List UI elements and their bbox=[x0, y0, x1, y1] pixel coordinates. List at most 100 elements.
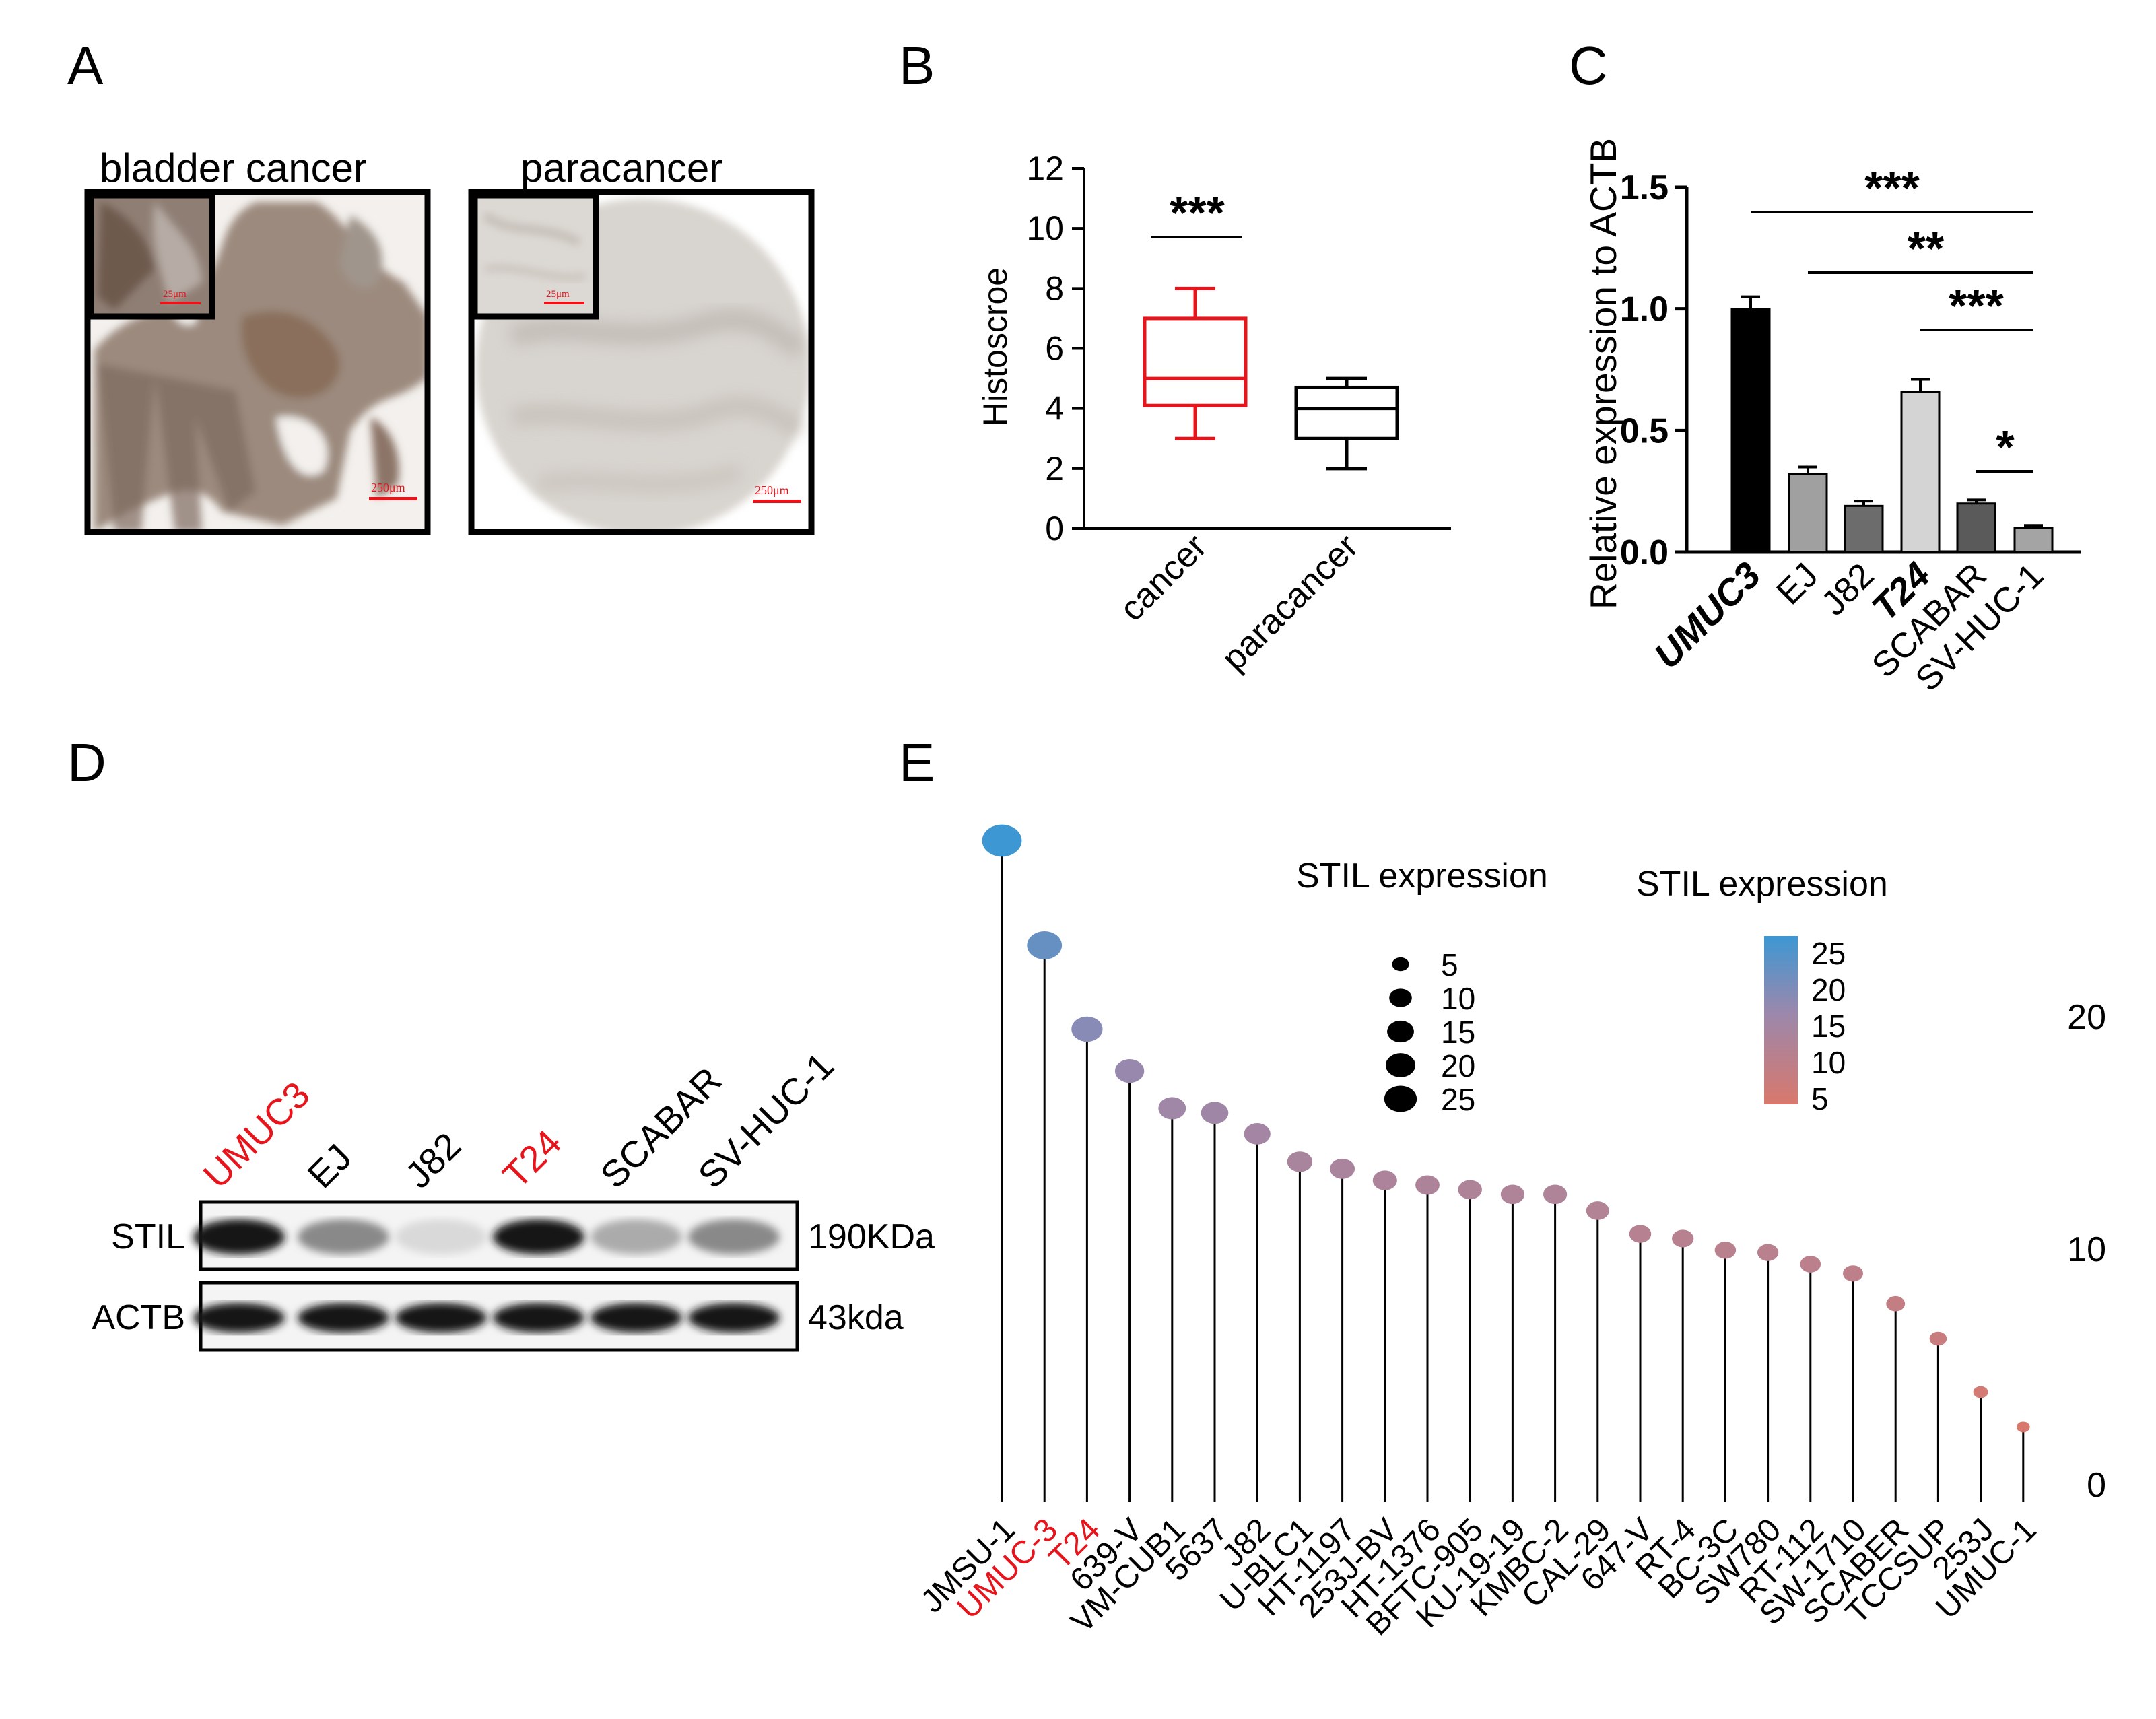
barchart-y-tick-label: 0.0 bbox=[1620, 533, 1669, 572]
lollipop-dot-bc-3c bbox=[1714, 1241, 1737, 1259]
bar-scabar bbox=[1956, 502, 1996, 553]
significance-label: *** bbox=[1864, 162, 1920, 214]
blot-lane-label: UMUC3 bbox=[195, 1073, 318, 1196]
blot-band bbox=[395, 1219, 487, 1254]
panel-label-a: A bbox=[67, 36, 104, 96]
barchart-y-tick-label: 1.0 bbox=[1620, 290, 1669, 329]
color-legend-label: 10 bbox=[1811, 1045, 1846, 1080]
blot-row-size: 190KDa bbox=[808, 1217, 935, 1256]
lollipop-dot-kmbc-2 bbox=[1543, 1184, 1568, 1205]
lollipop-dot-253j bbox=[1973, 1386, 1988, 1398]
lollipop-dot-bftc-905 bbox=[1458, 1180, 1482, 1200]
bar-ej bbox=[1788, 473, 1828, 553]
lollipop-dot-vm-cub1 bbox=[1158, 1097, 1186, 1120]
blot-band bbox=[688, 1219, 780, 1254]
blot-row-label: STIL bbox=[111, 1217, 185, 1256]
size-legend-dot bbox=[1387, 1020, 1414, 1043]
significance-label: *** bbox=[1170, 187, 1225, 239]
boxplot-category-label: paracancer bbox=[1215, 527, 1366, 678]
blot-row-label: ACTB bbox=[92, 1298, 185, 1337]
lollipop-y-tick-label: 10 bbox=[2067, 1230, 2106, 1269]
barchart-category-label: J82 bbox=[1814, 555, 1881, 623]
lollipop-dot-u-blc1 bbox=[1287, 1151, 1313, 1172]
blot-band bbox=[193, 1219, 285, 1254]
lollipop-dot-umuc-3 bbox=[1027, 931, 1063, 959]
panel-label-b: B bbox=[899, 36, 935, 96]
significance-label: * bbox=[1996, 421, 2015, 473]
blot-row-stil: STIL 190KDa bbox=[111, 1200, 935, 1271]
boxplot-y-tick-label: 10 bbox=[1026, 209, 1064, 247]
size-legend-dot bbox=[1392, 957, 1409, 972]
boxplot-y-tick-label: 6 bbox=[1045, 330, 1064, 368]
lollipop-dot-639-v bbox=[1114, 1059, 1145, 1083]
lollipop-dot-cal-29 bbox=[1586, 1201, 1609, 1220]
blot-band bbox=[193, 1303, 285, 1333]
blot-lane-label: SV-HUC-1 bbox=[690, 1044, 842, 1196]
lollipop-y-tick-label: 20 bbox=[2067, 998, 2106, 1037]
ihc-title-cancer: bladder cancer bbox=[100, 145, 367, 191]
box-paracancer bbox=[1294, 376, 1399, 471]
blot-band bbox=[395, 1303, 487, 1333]
barchart-y-label: Relative expression to ACTB bbox=[1582, 138, 1624, 609]
histoscore-boxplot: Histoscroe 0 2 4 6 8 10 12 cancer paracancer **… bbox=[976, 149, 1451, 678]
stil-expression-lollipop: JMSU-1UMUC-3T24639-VVM-CUB15637J82U-BLC1… bbox=[914, 824, 2106, 1642]
color-legend-label: 25 bbox=[1811, 936, 1846, 971]
color-legend-title: STIL expression bbox=[1636, 865, 1888, 904]
panel-label-e: E bbox=[899, 733, 935, 793]
significance-label: ** bbox=[1908, 222, 1945, 275]
color-legend-gradient bbox=[1764, 936, 1798, 1104]
bar-sv-huc-1 bbox=[2013, 527, 2054, 553]
blot-lane-label: T24 bbox=[495, 1122, 570, 1196]
lollipop-dot-5637 bbox=[1201, 1102, 1229, 1124]
lollipop-dot-sw-1710 bbox=[1843, 1265, 1863, 1282]
scale-bar-label-cancer: 250μm bbox=[371, 481, 405, 494]
panel-a: bladder cancer paracancer 250μm bbox=[84, 145, 815, 535]
box-iqr bbox=[1294, 385, 1399, 440]
scale-bar-label-paracancer-inset: 25μm bbox=[546, 289, 570, 300]
size-legend-label: 5 bbox=[1441, 947, 1458, 982]
blot-lane-label: J82 bbox=[397, 1124, 469, 1196]
boxplot-y-label: Histoscroe bbox=[976, 267, 1014, 426]
bar-j82 bbox=[1844, 504, 1884, 553]
size-legend-label: 10 bbox=[1441, 981, 1475, 1016]
blot-band bbox=[688, 1303, 780, 1333]
bar-umuc3 bbox=[1730, 308, 1771, 553]
lollipop-dot-j82 bbox=[1244, 1123, 1271, 1145]
box-cancer bbox=[1143, 286, 1248, 440]
blot-row-size: 43kda bbox=[808, 1298, 904, 1337]
blot-band bbox=[493, 1219, 584, 1254]
bar-t24 bbox=[1900, 391, 1941, 553]
lollipop-y-tick-label: 0 bbox=[2087, 1466, 2106, 1505]
size-legend-dot bbox=[1384, 1085, 1417, 1112]
barchart-y-tick-label: 1.5 bbox=[1620, 168, 1669, 207]
boxplot-y-tick-label: 4 bbox=[1045, 390, 1064, 428]
lollipop-dot-rt-4 bbox=[1672, 1229, 1694, 1248]
blot-band bbox=[493, 1303, 584, 1333]
blot-band bbox=[298, 1303, 389, 1333]
lollipop-dot-ku-19-19 bbox=[1500, 1184, 1524, 1205]
box-iqr bbox=[1143, 316, 1248, 407]
lollipop-dot-umuc-1 bbox=[2016, 1421, 2030, 1433]
lollipop-dot-253j-bv bbox=[1372, 1170, 1397, 1190]
lollipop-dot-647-v bbox=[1629, 1225, 1652, 1243]
ihc-image-paracancer: 250μm 25μm bbox=[468, 189, 815, 535]
boxplot-y-tick-label: 12 bbox=[1026, 149, 1064, 187]
size-legend-label: 15 bbox=[1441, 1015, 1475, 1050]
lollipop-dot-rt-112 bbox=[1800, 1256, 1821, 1273]
lollipop-dot-tccsup bbox=[1929, 1331, 1947, 1346]
barchart-category-label: EJ bbox=[1770, 555, 1826, 612]
size-legend-dot bbox=[1385, 1053, 1416, 1077]
lollipop-dot-t24 bbox=[1071, 1016, 1103, 1042]
size-legend-dot bbox=[1389, 988, 1412, 1007]
boxplot-y-tick-label: 0 bbox=[1045, 510, 1064, 547]
panel-label-c: C bbox=[1569, 36, 1608, 96]
lollipop-dot-ht-1376 bbox=[1415, 1175, 1440, 1195]
relative-expression-barchart: Relative expression to ACTB 0.0 0.5 1.0 1.5… bbox=[1582, 138, 2081, 699]
lollipop-dot-jmsu-1 bbox=[982, 824, 1022, 857]
boxplot-category-label: cancer bbox=[1112, 527, 1214, 628]
lollipop-dot-ht-1197 bbox=[1330, 1158, 1355, 1179]
size-legend-label: 20 bbox=[1441, 1048, 1475, 1083]
boxplot-y-tick-label: 2 bbox=[1045, 450, 1064, 487]
